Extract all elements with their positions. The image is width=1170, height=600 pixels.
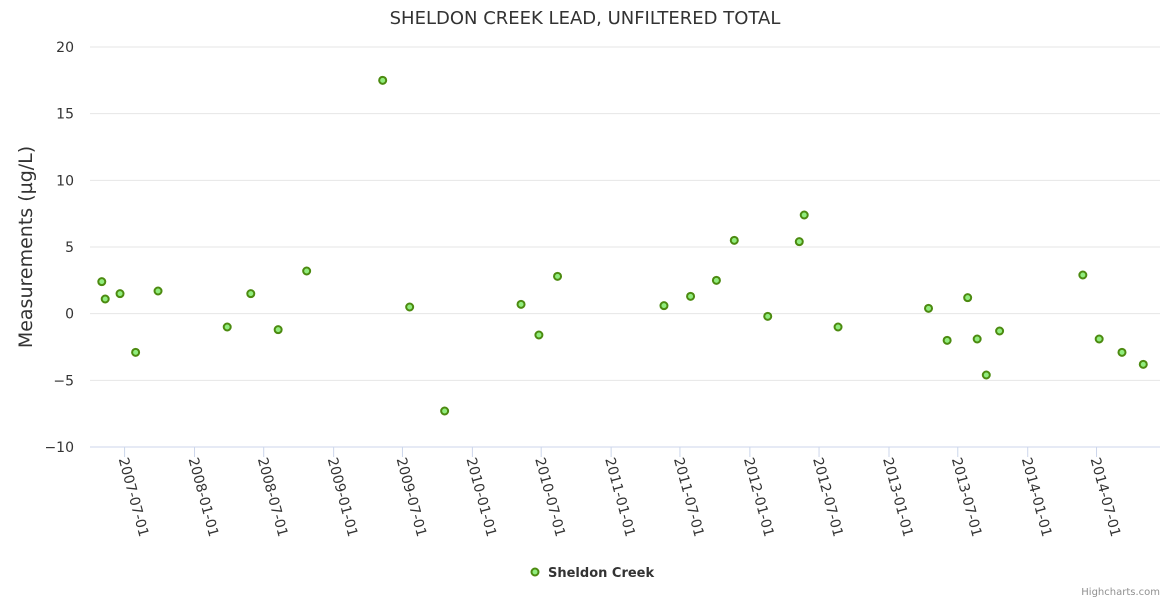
- data-point[interactable]: [273, 325, 283, 335]
- legend-marker[interactable]: [530, 567, 540, 577]
- data-point[interactable]: [131, 347, 141, 357]
- data-point[interactable]: [833, 322, 843, 332]
- data-point[interactable]: [963, 293, 973, 303]
- data-point[interactable]: [534, 330, 544, 340]
- data-point[interactable]: [1138, 359, 1148, 369]
- data-point[interactable]: [1117, 347, 1127, 357]
- data-point[interactable]: [1094, 334, 1104, 344]
- y-tick-label: 15: [56, 107, 74, 123]
- data-point[interactable]: [1078, 270, 1088, 280]
- data-point[interactable]: [729, 235, 739, 245]
- x-tick-label: 2009-07-01: [393, 456, 430, 539]
- data-point[interactable]: [763, 311, 773, 321]
- y-tick-label: 5: [65, 240, 74, 256]
- y-tick-label: 0: [65, 307, 74, 323]
- data-point[interactable]: [153, 286, 163, 296]
- data-point[interactable]: [972, 334, 982, 344]
- data-point[interactable]: [924, 303, 934, 313]
- x-tick-label: 2013-07-01: [948, 456, 985, 539]
- x-tick-label: 2007-07-01: [115, 456, 152, 539]
- y-tick-label: 20: [56, 40, 74, 56]
- data-point[interactable]: [97, 277, 107, 287]
- data-point[interactable]: [553, 271, 563, 281]
- grid-lines: [90, 46, 1160, 448]
- data-point[interactable]: [222, 322, 232, 332]
- data-point[interactable]: [711, 275, 721, 285]
- data-point[interactable]: [378, 75, 388, 85]
- data-point[interactable]: [799, 210, 809, 220]
- x-tick-label: 2008-07-01: [254, 456, 291, 539]
- legend-label[interactable]: Sheldon Creek: [548, 566, 654, 581]
- x-tick-label: 2012-01-01: [740, 456, 777, 539]
- x-tick-label: 2014-07-01: [1087, 456, 1124, 539]
- data-point[interactable]: [659, 301, 669, 311]
- x-axis: 2007-07-01 2008-01-01 2008-07-01 2009-01-01…: [115, 447, 1123, 539]
- chart-title: SHELDON CREEK LEAD, UNFILTERED TOTAL: [390, 8, 781, 29]
- data-point[interactable]: [794, 237, 804, 247]
- data-point[interactable]: [100, 294, 110, 304]
- x-tick-label: 2013-01-01: [879, 456, 916, 539]
- x-tick-label: 2011-01-01: [601, 456, 638, 539]
- y-axis-label: Measurements (µg/L): [15, 146, 37, 348]
- data-point[interactable]: [246, 289, 256, 299]
- data-point[interactable]: [302, 266, 312, 276]
- data-point[interactable]: [942, 335, 952, 345]
- data-point[interactable]: [440, 406, 450, 416]
- credits-link[interactable]: Highcharts.com: [1081, 587, 1160, 598]
- y-axis-ticks: 20 15 10 5 0 −5 −10: [44, 40, 74, 456]
- data-point[interactable]: [405, 302, 415, 312]
- x-tick-label: 2011-07-01: [670, 456, 707, 539]
- x-tick-label: 2014-01-01: [1018, 456, 1055, 539]
- x-tick-label: 2010-01-01: [463, 456, 500, 539]
- data-point[interactable]: [995, 326, 1005, 336]
- x-tick-label: 2010-07-01: [531, 456, 568, 539]
- data-point[interactable]: [516, 299, 526, 309]
- y-tick-label: −10: [44, 440, 74, 456]
- x-tick-label: 2012-07-01: [809, 456, 846, 539]
- x-tick-label: 2009-01-01: [324, 456, 361, 539]
- data-points[interactable]: [97, 75, 1148, 416]
- y-tick-label: −5: [53, 373, 74, 389]
- legend[interactable]: Sheldon Creek: [530, 566, 655, 581]
- y-tick-label: 10: [56, 173, 74, 189]
- data-point[interactable]: [686, 291, 696, 301]
- x-tick-label: 2008-01-01: [185, 456, 222, 539]
- data-point[interactable]: [115, 289, 125, 299]
- data-point[interactable]: [981, 370, 991, 380]
